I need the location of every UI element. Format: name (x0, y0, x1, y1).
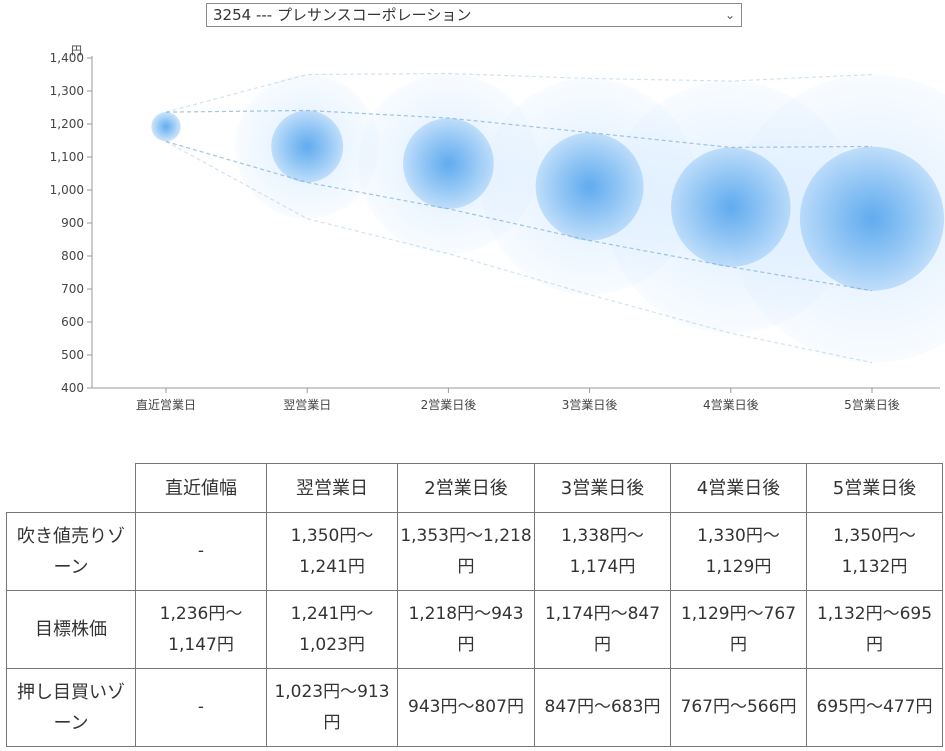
stock-select-value: 3254 --- プレサンスコーポレーション (213, 6, 472, 24)
header-cell: 3営業日後 (534, 463, 671, 513)
chevron-down-icon: ⌄ (724, 8, 735, 22)
table-cell: 1,353円～1,218円 (397, 512, 535, 591)
table-cell: 1,236円～1,147円 (135, 590, 267, 669)
table-cell: 1,330円～1,129円 (670, 512, 807, 591)
table-cell: 695円～477円 (806, 668, 943, 747)
table-cell: 1,218円～943円 (397, 590, 535, 669)
forecast-bubble-chart: 400 500 600 700 800 900 1,000 1,100 1,200 1,300 1,… (50, 44, 945, 412)
x-tick-label: 3営業日後 (562, 398, 618, 412)
target-bubble (403, 118, 494, 209)
outer-upper-line (165, 72, 873, 113)
header-cell: 2営業日後 (397, 463, 535, 513)
table-cell: 1,174円～847円 (534, 590, 671, 669)
table-cell: - (135, 512, 267, 591)
table-row: 吹き値売りゾーン - 1,350円～1,241円 1,353円～1,218円 1… (6, 512, 943, 591)
table-cell: - (135, 668, 267, 747)
y-tick-label: 1,200 (50, 117, 84, 131)
table-row: 押し目買いゾーン - 1,023円～913円 943円～807円 847円～68… (6, 668, 943, 747)
y-axis-unit: 円 (71, 44, 82, 57)
table-cell: 767円～566円 (670, 668, 807, 747)
row-label: 吹き値売りゾーン (6, 512, 136, 591)
table-cell: 1,350円～1,132円 (806, 512, 943, 591)
table-cell: 1,241円～1,023円 (266, 590, 398, 669)
forecast-table: 直近値幅 翌営業日 2営業日後 3営業日後 4営業日後 5営業日後 吹き値売りゾ… (6, 463, 943, 747)
header-cell: 翌営業日 (266, 463, 398, 513)
y-tick-label: 1,300 (50, 84, 84, 98)
target-bubble (151, 111, 181, 142)
target-bubble (671, 147, 791, 267)
target-upper-line (165, 109, 873, 149)
table-cell: 1,338円～1,174円 (534, 512, 671, 591)
y-tick-label: 800 (61, 249, 84, 263)
outer-lower-line (165, 140, 873, 364)
target-bubble (271, 110, 344, 183)
header-cell-blank (6, 463, 136, 513)
y-tick-label: 1,400 (50, 51, 84, 65)
table-cell: 1,132円～695円 (806, 590, 943, 669)
row-label: 押し目買いゾーン (6, 668, 136, 747)
header-cell: 4営業日後 (670, 463, 807, 513)
table-cell: 1,350円～1,241円 (266, 512, 398, 591)
x-tick-label: 翌営業日 (283, 398, 331, 412)
y-tick-label: 400 (61, 381, 84, 395)
y-tick-label: 600 (61, 315, 84, 329)
table-cell: 943円～807円 (397, 668, 535, 747)
table-cell: 1,023円～913円 (266, 668, 398, 747)
y-tick-label: 700 (61, 282, 84, 296)
y-tick-label: 500 (61, 348, 84, 362)
target-bubble (535, 132, 644, 241)
target-lower-line (165, 140, 873, 292)
table-row: 目標株価 1,236円～1,147円 1,241円～1,023円 1,218円～… (6, 590, 943, 669)
x-tick-label: 直近営業日 (136, 398, 196, 412)
x-tick-label: 2営業日後 (421, 398, 477, 412)
stock-select-dropdown[interactable]: 3254 --- プレサンスコーポレーション ⌄ (206, 3, 742, 27)
table-cell: 847円～683円 (534, 668, 671, 747)
target-bubble (799, 146, 945, 291)
table-header-row: 直近値幅 翌営業日 2営業日後 3営業日後 4営業日後 5営業日後 (6, 463, 943, 513)
table-cell: 1,129円～767円 (670, 590, 807, 669)
y-tick-label: 900 (61, 216, 84, 230)
row-label: 目標株価 (6, 590, 136, 669)
y-tick-label: 1,000 (50, 183, 84, 197)
y-tick-label: 1,100 (50, 150, 84, 164)
x-tick-label: 4営業日後 (703, 398, 759, 412)
header-cell: 5営業日後 (806, 463, 943, 513)
x-tick-label: 5営業日後 (844, 398, 900, 412)
header-cell: 直近値幅 (135, 463, 267, 513)
